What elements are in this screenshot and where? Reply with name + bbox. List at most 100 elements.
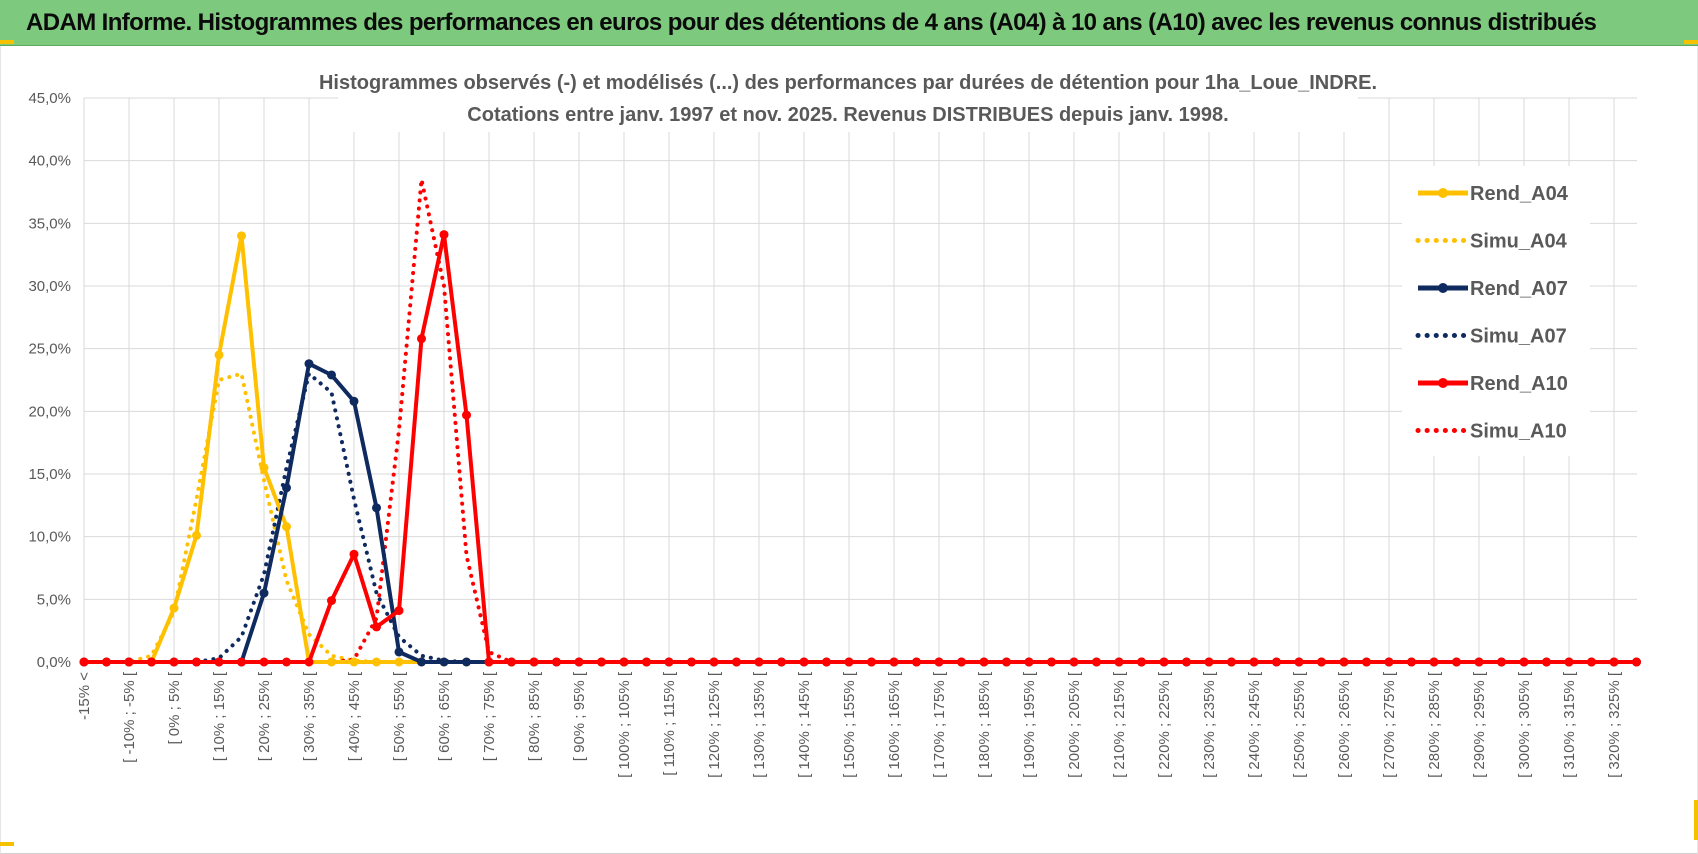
data-point-rend_a10 bbox=[934, 657, 944, 667]
data-point-rend_a10 bbox=[439, 230, 449, 240]
corner-mark-bottom-left bbox=[0, 842, 14, 846]
y-tick-label: 20,0% bbox=[28, 403, 71, 420]
data-point-rend_a04 bbox=[349, 657, 359, 667]
data-point-rend_a10 bbox=[484, 657, 494, 667]
data-point-rend_a10 bbox=[574, 657, 584, 667]
x-tick-label: [ 70% ; 75% [ bbox=[481, 671, 498, 761]
data-point-rend_a07 bbox=[372, 503, 381, 513]
data-point-rend_a10 bbox=[1632, 657, 1641, 667]
data-point-rend_a04 bbox=[237, 231, 246, 241]
data-point-rend_a10 bbox=[1024, 657, 1034, 667]
x-tick-label: [ 60% ; 65% [ bbox=[436, 671, 453, 761]
data-point-rend_a10 bbox=[1407, 657, 1416, 667]
y-tick-label: 25,0% bbox=[28, 341, 71, 358]
data-point-rend_a10 bbox=[1069, 657, 1079, 667]
data-point-rend_a10 bbox=[1452, 657, 1461, 667]
x-tick-label: [ 190% ; 195% [ bbox=[1021, 671, 1038, 778]
x-tick-label: [ 100% ; 105% [ bbox=[616, 671, 633, 778]
data-point-rend_a10 bbox=[1092, 657, 1101, 667]
data-point-rend_a10 bbox=[867, 657, 876, 667]
data-point-rend_a10 bbox=[1294, 657, 1304, 667]
data-point-rend_a10 bbox=[619, 657, 629, 667]
y-tick-label: 45,0% bbox=[28, 90, 71, 107]
data-point-rend_a04 bbox=[259, 463, 269, 473]
data-point-rend_a10 bbox=[1002, 657, 1011, 667]
data-point-rend_a10 bbox=[664, 657, 674, 667]
series bbox=[79, 177, 1641, 667]
data-point-rend_a10 bbox=[124, 657, 134, 667]
data-point-rend_a10 bbox=[979, 657, 989, 667]
corner-mark-top-left bbox=[0, 40, 14, 44]
series-line-rend_a10 bbox=[84, 232, 1637, 664]
data-point-rend_a10 bbox=[1587, 657, 1596, 667]
data-point-rend_a10 bbox=[394, 606, 404, 616]
data-point-rend_a10 bbox=[1272, 657, 1281, 667]
data-point-rend_a10 bbox=[372, 622, 381, 632]
data-point-rend_a04 bbox=[214, 350, 224, 360]
report-title: ADAM Informe. Histogrammes des performan… bbox=[26, 9, 1597, 36]
x-tick-label: [ 50% ; 55% [ bbox=[391, 671, 408, 761]
data-point-rend_a10 bbox=[844, 657, 854, 667]
data-point-rend_a10 bbox=[1564, 657, 1574, 667]
grid bbox=[83, 97, 1637, 663]
x-tick-label: [ 180% ; 185% [ bbox=[976, 671, 993, 778]
data-point-rend_a10 bbox=[417, 334, 426, 344]
data-point-rend_a10 bbox=[1317, 657, 1326, 667]
x-tick-label: [ 90% ; 95% [ bbox=[571, 671, 588, 761]
data-point-rend_a07 bbox=[327, 370, 336, 380]
data-point-rend_a04 bbox=[372, 657, 381, 667]
data-point-rend_a04 bbox=[169, 603, 179, 613]
data-point-rend_a04 bbox=[394, 657, 404, 667]
data-point-rend_a10 bbox=[237, 657, 246, 667]
data-point-rend_a10 bbox=[777, 657, 786, 667]
chart-title-line-2: Cotations entre janv. 1997 et nov. 2025.… bbox=[467, 104, 1228, 126]
x-tick-label: [ 200% ; 205% [ bbox=[1066, 671, 1083, 778]
data-point-rend_a07 bbox=[282, 483, 291, 493]
x-tick-label: [ 150% ; 155% [ bbox=[841, 671, 858, 778]
x-tick-label: [ 40% ; 45% [ bbox=[346, 671, 363, 761]
corner-mark-top-right bbox=[1684, 40, 1698, 44]
legend: Rend_A04 Simu_A04 Rend_A07 Simu_A07 Rend_A10… bbox=[1402, 166, 1590, 456]
x-tick-label: [ 230% ; 235% [ bbox=[1201, 671, 1218, 778]
data-point-rend_a07 bbox=[394, 647, 404, 657]
data-point-rend_a04 bbox=[282, 522, 291, 532]
x-tick-label: [ 250% ; 255% [ bbox=[1291, 671, 1308, 778]
data-point-rend_a07 bbox=[304, 359, 314, 369]
x-tick-label: [ 290% ; 295% [ bbox=[1471, 671, 1488, 778]
data-point-rend_a07 bbox=[439, 657, 449, 667]
legend-label-rend_a07: Rend_A07 bbox=[1470, 278, 1568, 300]
data-point-rend_a10 bbox=[1519, 657, 1529, 667]
y-tick-label: 15,0% bbox=[28, 466, 71, 483]
data-point-rend_a10 bbox=[507, 657, 516, 667]
data-point-rend_a10 bbox=[1497, 657, 1506, 667]
data-point-rend_a10 bbox=[304, 657, 314, 667]
x-tick-label: [ 20% ; 25% [ bbox=[256, 671, 273, 761]
x-tick-label: [ 30% ; 35% [ bbox=[301, 671, 318, 761]
x-tick-label: [ 120% ; 125% [ bbox=[706, 671, 723, 778]
data-point-rend_a10 bbox=[1429, 657, 1439, 667]
x-tick-label: -15% < bbox=[76, 672, 93, 720]
x-tick-label: [ 270% ; 275% [ bbox=[1381, 671, 1398, 778]
x-tick-label: [ 10% ; 15% [ bbox=[211, 671, 228, 761]
x-tick-label: [ 140% ; 145% [ bbox=[796, 671, 813, 778]
y-tick-label: 35,0% bbox=[28, 215, 71, 232]
data-point-rend_a10 bbox=[957, 657, 966, 667]
title-background bbox=[338, 62, 1358, 132]
data-point-rend_a10 bbox=[912, 657, 921, 667]
data-point-rend_a07 bbox=[417, 657, 426, 667]
data-point-rend_a10 bbox=[799, 657, 809, 667]
data-point-rend_a10 bbox=[1362, 657, 1371, 667]
y-tick-label: 0,0% bbox=[37, 654, 71, 671]
x-tick-label: [ 160% ; 165% [ bbox=[886, 671, 903, 778]
x-tick-label: [ 240% ; 245% [ bbox=[1246, 671, 1263, 778]
x-tick-label: [ 130% ; 135% [ bbox=[751, 671, 768, 778]
data-point-rend_a10 bbox=[1227, 657, 1236, 667]
legend-marker-rend_a07 bbox=[1438, 283, 1448, 293]
chart-title-line-1: Histogrammes observés (-) et modélisés (… bbox=[319, 72, 1377, 94]
data-point-rend_a10 bbox=[169, 657, 179, 667]
data-point-rend_a10 bbox=[214, 657, 224, 667]
data-point-rend_a10 bbox=[327, 596, 336, 606]
data-point-rend_a10 bbox=[147, 657, 156, 667]
legend-label-rend_a10: Rend_A10 bbox=[1470, 373, 1568, 395]
x-tick-label: [ 0% ; 5% [ bbox=[166, 671, 183, 744]
